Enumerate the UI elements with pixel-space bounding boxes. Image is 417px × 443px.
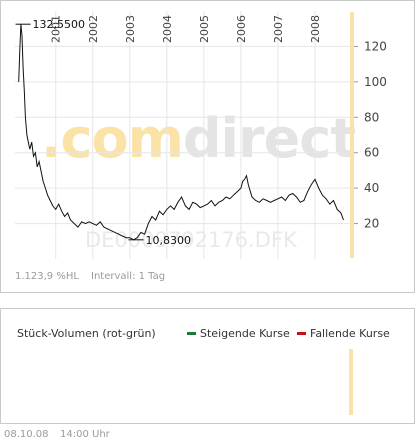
x-axis-ticks: 2001 2002 2003 2004 2005 2006 2007 2008 — [50, 15, 322, 43]
legend-label-falling: Fallende Kurse — [310, 327, 390, 340]
watermark-brand-rest: direct — [183, 107, 355, 170]
watermark-isin: DE0009792176.DFK — [85, 228, 298, 252]
y-tick-label: 60 — [364, 146, 379, 160]
watermark: .comdirect DE0009792176.DFK — [41, 107, 355, 252]
watermark-brand-dot: .com — [41, 107, 183, 170]
y-tick-label: 40 — [364, 181, 379, 195]
legend-swatch-falling — [297, 332, 306, 335]
interval-text: Intervall: 1 Tag — [91, 271, 165, 282]
volume-chart-panel: Stück-Volumen (rot-grün) Steigende Kurse… — [0, 308, 415, 424]
x-tick-label: 2004 — [161, 15, 174, 43]
current-time-marker — [350, 12, 354, 258]
y-tick-label: 80 — [364, 110, 379, 124]
volume-title: Stück-Volumen (rot-grün) — [17, 327, 156, 340]
x-tick-label: 2008 — [309, 15, 322, 43]
legend-swatch-rising — [187, 332, 196, 335]
legend-label-rising: Steigende Kurse — [200, 327, 290, 340]
x-tick-label: 2006 — [235, 15, 248, 43]
footer-date: 08.10.08 — [4, 429, 49, 440]
x-tick-label: 2003 — [124, 15, 137, 43]
y-tick-label: 120 — [364, 39, 387, 53]
annotation-label: 10,8300 — [146, 234, 192, 247]
x-tick-label: 2007 — [272, 15, 285, 43]
y-tick-label: 100 — [364, 75, 387, 89]
volume-time-marker — [349, 349, 353, 415]
volume-chart: Stück-Volumen (rot-grün) Steigende Kurse… — [1, 309, 414, 423]
performance-text: 1.123,9 %HL — [15, 271, 79, 282]
footer-time: 14:00 Uhr — [60, 429, 110, 440]
annotation-label: 132,5500 — [33, 18, 86, 31]
price-chart: .comdirect DE0009792176.DFK 2001 2002 2003… — [1, 1, 414, 292]
x-tick-label: 2005 — [198, 15, 211, 43]
price-chart-panel: .comdirect DE0009792176.DFK 2001 2002 2003… — [0, 0, 415, 293]
y-tick-label: 20 — [364, 217, 379, 231]
y-axis-ticks: 20 40 60 80 100 120 — [354, 39, 387, 230]
x-tick-label: 2002 — [87, 15, 100, 43]
svg-text:.comdirect: .comdirect — [41, 107, 355, 170]
